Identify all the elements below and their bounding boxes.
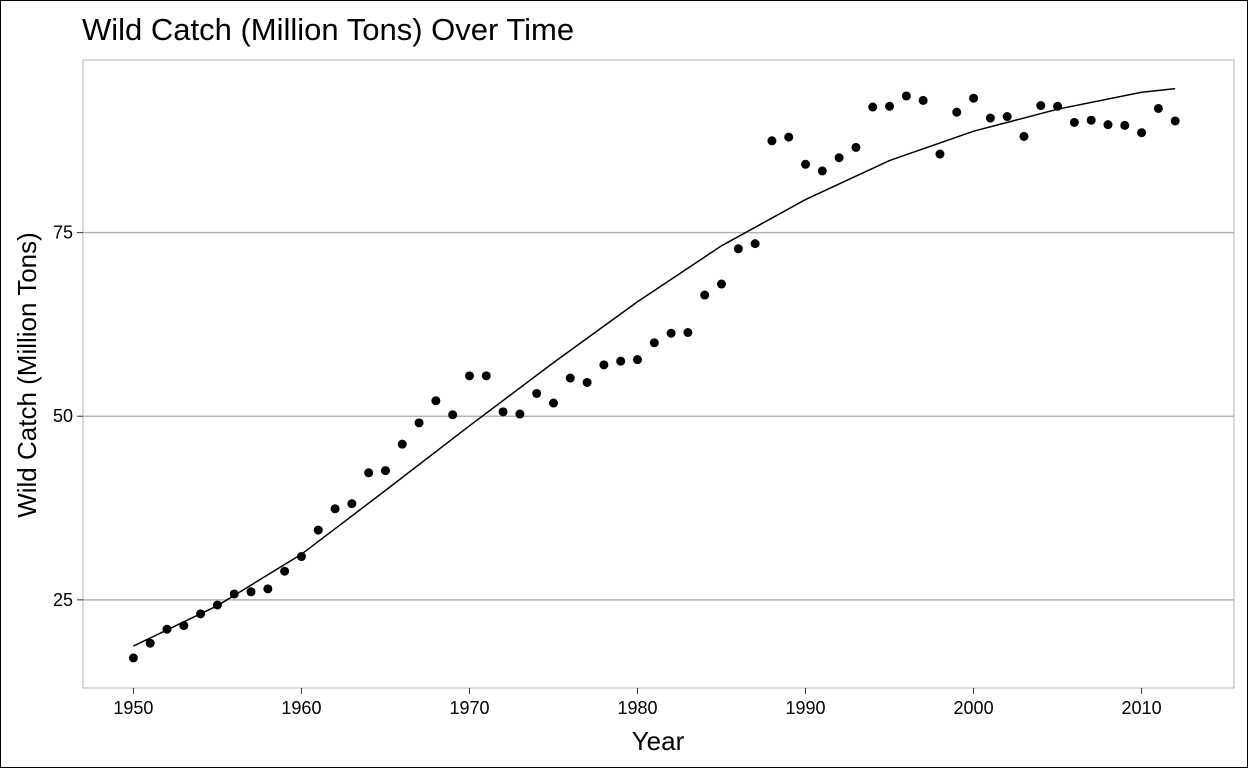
- data-point: [1153, 103, 1163, 113]
- data-point: [1069, 117, 1079, 127]
- data-point: [1086, 115, 1096, 125]
- data-point: [464, 371, 474, 381]
- data-point: [683, 328, 693, 338]
- data-point: [1120, 120, 1130, 130]
- x-tick-label: 1990: [786, 698, 826, 718]
- data-point: [1137, 128, 1147, 138]
- data-point: [1019, 131, 1029, 141]
- data-point: [280, 566, 290, 576]
- data-point: [1036, 101, 1046, 111]
- data-point: [330, 504, 340, 514]
- data-point: [380, 466, 390, 476]
- data-point: [952, 107, 962, 117]
- data-point: [616, 356, 626, 366]
- data-point: [750, 239, 760, 249]
- data-point: [347, 499, 357, 509]
- y-axis-title: Wild Catch (Million Tons): [12, 232, 42, 518]
- data-point: [431, 396, 441, 406]
- data-point: [868, 102, 878, 112]
- data-point: [666, 328, 676, 338]
- data-point: [582, 377, 592, 387]
- trend-line: [133, 87, 1176, 647]
- data-point: [263, 584, 273, 594]
- chart-title: Wild Catch (Million Tons) Over Time: [82, 12, 574, 47]
- data-point: [212, 600, 222, 610]
- data-points: [128, 91, 1180, 663]
- y-tick-label: 25: [53, 590, 73, 610]
- x-axis-title: Year: [632, 726, 685, 756]
- data-point: [196, 609, 206, 619]
- data-point: [498, 407, 508, 417]
- data-point: [935, 149, 945, 159]
- data-point: [733, 244, 743, 254]
- x-tick-label: 2000: [954, 698, 994, 718]
- x-tick-label: 1950: [113, 698, 153, 718]
- data-point: [717, 279, 727, 289]
- data-point: [128, 653, 138, 663]
- x-tick-label: 1970: [449, 698, 489, 718]
- data-point: [145, 638, 155, 648]
- data-point: [313, 525, 323, 535]
- y-tick-label: 75: [53, 223, 73, 243]
- x-tick-label: 1980: [617, 698, 657, 718]
- data-point: [985, 113, 995, 123]
- y-tick-label: 50: [53, 406, 73, 426]
- data-point: [1002, 112, 1012, 122]
- x-tick-label: 1960: [281, 698, 321, 718]
- data-point: [801, 159, 811, 169]
- axes: 25 50 75 1950 1960 1970 1980 1990 2000 2010: [53, 223, 1162, 718]
- data-point: [532, 388, 542, 398]
- data-point: [700, 290, 710, 300]
- data-point: [414, 418, 424, 428]
- data-point: [296, 552, 306, 562]
- data-point: [1103, 120, 1113, 130]
- data-point: [246, 587, 256, 597]
- data-point: [1053, 101, 1063, 111]
- data-point: [397, 439, 407, 449]
- data-point: [918, 95, 928, 105]
- gridlines: [83, 231, 1234, 601]
- data-point: [565, 373, 575, 383]
- data-point: [851, 142, 861, 152]
- data-point: [969, 93, 979, 103]
- data-point: [364, 468, 374, 478]
- plot-panel: [82, 59, 1235, 689]
- data-point: [649, 338, 659, 348]
- data-point: [784, 132, 794, 142]
- data-point: [162, 624, 172, 634]
- data-point: [548, 398, 558, 408]
- data-point: [229, 589, 239, 599]
- data-point: [448, 410, 458, 420]
- data-point: [1170, 116, 1180, 126]
- data-point: [834, 153, 844, 163]
- data-point: [632, 355, 642, 365]
- data-point: [767, 136, 777, 146]
- data-point: [901, 91, 911, 101]
- data-point: [599, 360, 609, 370]
- data-point: [179, 621, 189, 631]
- data-point: [481, 371, 491, 381]
- x-tick-label: 2010: [1122, 698, 1162, 718]
- data-point: [817, 166, 827, 176]
- data-point: [515, 409, 525, 419]
- data-point: [885, 101, 895, 111]
